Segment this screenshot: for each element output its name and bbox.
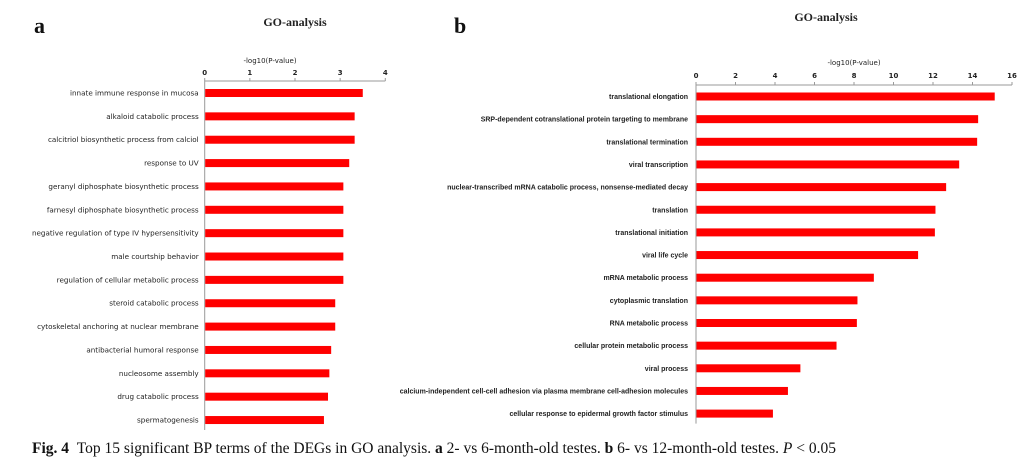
x-axis-label: -log10(P-value): [243, 57, 296, 65]
category-label: spermatogenesis: [137, 416, 199, 425]
figure-caption: Fig. 4 Top 15 significant BP terms of th…: [32, 440, 836, 458]
category-label: RNA metabolic process: [610, 321, 688, 328]
category-label: translation: [652, 207, 688, 214]
x-tick-label: 8: [852, 72, 857, 80]
bar: [696, 251, 919, 260]
figure-canvas: a b GO-analysis-log10(P-value)0 1 2 3 4innat…: [32, 10, 1017, 431]
bar: [696, 296, 858, 305]
chart-a: GO-analysis -log10(P-value) 0 1 2 3 4 innate im…: [32, 15, 388, 431]
x-tick-label: 12: [928, 72, 938, 80]
category-label: cytoplasmic translation: [610, 298, 688, 305]
category-label: geranyl diphosphate biosynthetic process: [48, 182, 199, 191]
category-label: male courtship behavior: [111, 252, 199, 261]
bar: [205, 392, 329, 401]
category-label: drug catabolic process: [117, 392, 199, 401]
caption-text-2: 2- vs 6-month-old testes.: [446, 440, 601, 457]
x-tick-label: 14: [968, 72, 978, 80]
category-label: SRP-dependent cotranslational protein ta…: [481, 117, 688, 124]
x-tick-label: 2: [293, 69, 298, 77]
bar: [696, 137, 978, 146]
x-tick-label: 0: [694, 72, 699, 80]
bar: [205, 112, 355, 121]
bar: [205, 159, 350, 168]
bar: [205, 275, 344, 284]
bar: [696, 319, 857, 327]
caption-p-symbol: P: [782, 440, 793, 457]
bar: [205, 345, 332, 354]
category-label: regulation of cellular metabolic process: [57, 275, 199, 284]
bar: [205, 89, 363, 97]
caption-fig-label: Fig. 4: [32, 440, 70, 457]
bar: [205, 229, 344, 238]
category-label: response to UV: [144, 159, 199, 168]
bar: [205, 182, 344, 191]
category-label: nucleosome assembly: [119, 369, 200, 378]
x-axis-label: -log10(P-value): [827, 59, 880, 67]
bar: [205, 299, 336, 308]
category-label: cellular response to epidermal growth fa…: [509, 411, 688, 418]
bar: [205, 252, 344, 261]
x-tick-label: 1: [247, 69, 252, 77]
category-label: translational termination: [606, 139, 688, 146]
category-label: cellular protein metabolic process: [574, 343, 688, 350]
bar: [696, 92, 995, 101]
caption-text-4: < 0.05: [796, 440, 836, 457]
x-tick-label: 16: [1007, 72, 1017, 80]
category-label: translational initiation: [615, 230, 688, 237]
bar: [696, 273, 874, 282]
category-label: alkaloid catabolic process: [106, 112, 199, 121]
bar: [696, 115, 979, 124]
category-label: mRNA metabolic process: [603, 275, 688, 282]
bar: [696, 160, 960, 169]
caption-text-3: 6- vs 12-month-old testes.: [617, 440, 780, 457]
bar: [205, 369, 330, 378]
bar: [696, 341, 837, 350]
category-label: steroid catabolic process: [109, 299, 199, 308]
x-tick-label: 6: [812, 72, 817, 80]
category-label: translational elongation: [609, 94, 688, 101]
bar: [205, 205, 344, 214]
panel-letter-b: b: [454, 13, 466, 38]
category-label: nuclear-transcribed mRNA catabolic proce…: [447, 185, 688, 192]
bar: [696, 364, 801, 373]
chart-title: GO-analysis: [794, 10, 858, 24]
bar: [696, 409, 773, 418]
category-label: cytoskeletal anchoring at nuclear membra…: [37, 322, 199, 331]
bar: [205, 416, 324, 425]
category-label: negative regulation of type IV hypersens…: [32, 229, 199, 238]
bar: [696, 386, 788, 395]
x-tick-label: 2: [733, 72, 738, 80]
bar: [696, 205, 936, 214]
x-tick-label: 3: [338, 69, 343, 77]
category-label: viral transcription: [629, 162, 688, 169]
chart-title: GO-analysis: [263, 15, 327, 29]
category-label: viral process: [645, 366, 688, 373]
x-tick-label: 0: [202, 69, 207, 77]
bar: [205, 135, 355, 144]
caption-text-1: Top 15 significant BP terms of the DEGs …: [76, 440, 432, 457]
caption-b-letter: b: [604, 440, 614, 457]
panel-letter-a: a: [34, 13, 45, 38]
x-tick-label: 4: [773, 72, 778, 80]
chart-b: GO-analysis -log10(P-value) 0 2 4 6 8 10 12 14 16 t…: [400, 10, 1017, 424]
category-label: calcium-independent cell-cell adhesion v…: [400, 388, 688, 395]
bar: [205, 322, 336, 331]
category-label: viral life cycle: [642, 253, 688, 260]
category-label: calcitriol biosynthetic process from cal…: [48, 135, 199, 144]
category-label: antibacterial humoral response: [86, 345, 199, 354]
category-label: farnesyl diphosphate biosynthetic proces…: [47, 205, 199, 214]
x-tick-label: 10: [889, 72, 899, 80]
caption-a-letter: a: [435, 440, 443, 457]
category-label: innate immune response in mucosa: [70, 89, 199, 98]
bar: [696, 183, 947, 192]
x-tick-label: 4: [383, 69, 388, 77]
bar: [696, 228, 935, 237]
